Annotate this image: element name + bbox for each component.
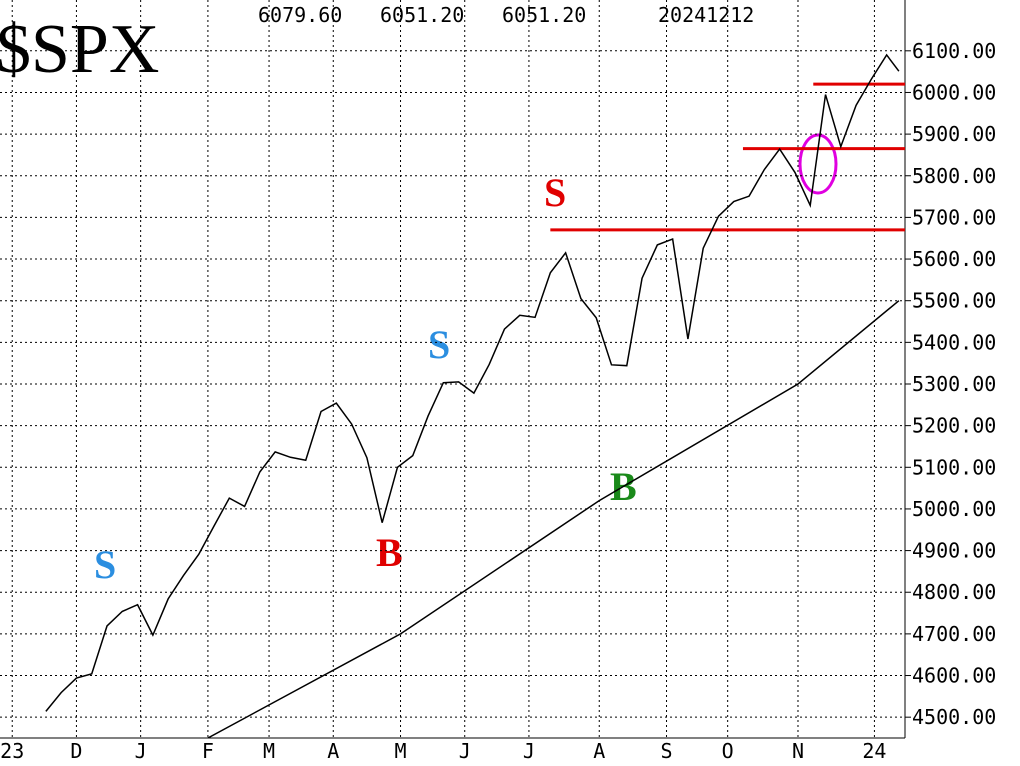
x-tick-label: A — [327, 739, 339, 763]
highlight-ellipse — [798, 133, 838, 195]
x-tick-label: O — [722, 739, 734, 763]
x-tick-label: F — [202, 739, 214, 763]
y-tick-label: 5700.00 — [912, 205, 996, 229]
x-tick-label: 24 — [862, 739, 886, 763]
y-tick-label: 4500.00 — [912, 705, 996, 729]
price-line — [207, 300, 900, 738]
annotation: S — [94, 542, 116, 587]
x-tick-label: A — [593, 739, 605, 763]
y-tick-label: 5300.00 — [912, 372, 996, 396]
y-tick-label: 5600.00 — [912, 247, 996, 271]
header-value: 6051.20 — [380, 3, 464, 27]
x-tick-label: N — [792, 739, 804, 763]
y-tick-label: 6000.00 — [912, 80, 996, 104]
annotation: S — [544, 170, 566, 215]
x-tick-label: M — [263, 739, 275, 763]
x-tick-label: M — [395, 739, 407, 763]
y-tick-label: 4700.00 — [912, 622, 996, 646]
annotation: S — [428, 322, 450, 367]
header-value: 6051.20 — [502, 3, 586, 27]
header-value: 6079.60 — [258, 3, 342, 27]
chart-title: $SPX — [0, 11, 159, 88]
y-tick-label: 5900.00 — [912, 122, 996, 146]
x-tick-label: S — [660, 739, 672, 763]
x-tick-label: D — [70, 739, 82, 763]
header-value: 20241212 — [658, 3, 754, 27]
x-tick-label: J — [459, 739, 471, 763]
x-tick-label: 23 — [0, 739, 24, 763]
y-tick-label: 5100.00 — [912, 455, 996, 479]
y-tick-label: 5000.00 — [912, 497, 996, 521]
y-tick-label: 4600.00 — [912, 664, 996, 688]
y-tick-label: 4900.00 — [912, 539, 996, 563]
y-tick-label: 6100.00 — [912, 39, 996, 63]
y-tick-label: 5500.00 — [912, 289, 996, 313]
price-line — [45, 53, 900, 712]
annotation: B — [376, 530, 403, 575]
x-tick-label: J — [523, 739, 535, 763]
x-tick-label: J — [135, 739, 147, 763]
y-tick-label: 5800.00 — [912, 164, 996, 188]
y-tick-label: 5200.00 — [912, 414, 996, 438]
y-tick-label: 4800.00 — [912, 580, 996, 604]
y-tick-label: 5400.00 — [912, 330, 996, 354]
